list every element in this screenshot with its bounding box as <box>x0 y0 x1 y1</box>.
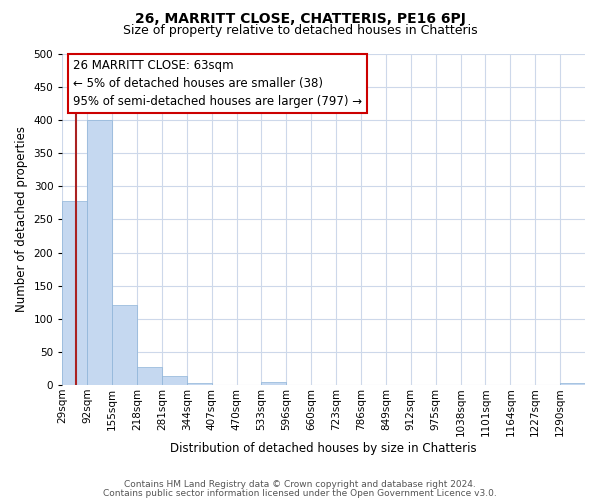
Bar <box>112 306 137 385</box>
Y-axis label: Number of detached properties: Number of detached properties <box>15 126 28 312</box>
Bar <box>137 367 162 385</box>
Bar <box>187 383 212 385</box>
Text: Contains HM Land Registry data © Crown copyright and database right 2024.: Contains HM Land Registry data © Crown c… <box>124 480 476 489</box>
Text: 26, MARRITT CLOSE, CHATTERIS, PE16 6PJ: 26, MARRITT CLOSE, CHATTERIS, PE16 6PJ <box>134 12 466 26</box>
X-axis label: Distribution of detached houses by size in Chatteris: Distribution of detached houses by size … <box>170 442 477 455</box>
Text: Size of property relative to detached houses in Chatteris: Size of property relative to detached ho… <box>122 24 478 37</box>
Bar <box>262 382 286 385</box>
Text: Contains public sector information licensed under the Open Government Licence v3: Contains public sector information licen… <box>103 488 497 498</box>
Bar <box>162 376 187 385</box>
Bar <box>62 201 87 385</box>
Bar <box>560 383 585 385</box>
Text: 26 MARRITT CLOSE: 63sqm
← 5% of detached houses are smaller (38)
95% of semi-det: 26 MARRITT CLOSE: 63sqm ← 5% of detached… <box>73 59 362 108</box>
Bar <box>87 120 112 385</box>
